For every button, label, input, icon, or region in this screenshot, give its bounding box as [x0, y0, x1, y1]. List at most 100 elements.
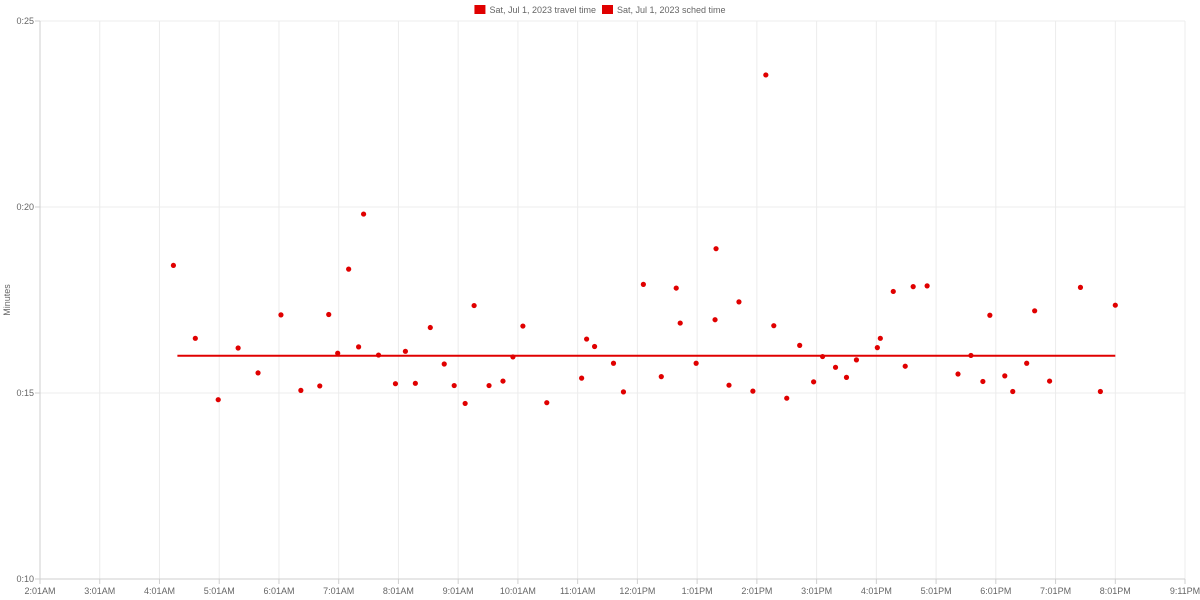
travel-time-point: [1002, 373, 1008, 379]
x-tick-label: 9:01AM: [443, 586, 474, 596]
travel-time-point: [620, 389, 627, 395]
y-tick-label: 0:15: [16, 388, 34, 398]
travel-time-point: [750, 388, 756, 394]
x-tick-label: 3:01PM: [801, 586, 832, 596]
travel-time-point: [500, 378, 506, 384]
travel-time-point: [192, 335, 198, 341]
legend-swatch: [474, 5, 486, 14]
travel-time-point: [375, 352, 382, 358]
travel-time-point: [890, 288, 896, 295]
x-tick-label: 8:01PM: [1100, 586, 1131, 596]
travel-time-point: [902, 363, 908, 369]
x-tick-label: 4:01AM: [144, 586, 175, 596]
travel-time-point: [726, 382, 732, 388]
travel-time-point: [326, 311, 332, 318]
travel-time-point: [235, 345, 241, 351]
travel-time-point: [215, 397, 221, 403]
travel-time-point: [763, 72, 769, 78]
travel-time-point: [910, 284, 916, 290]
x-tick-label: 6:01AM: [263, 586, 294, 596]
travel-time-point: [462, 400, 468, 407]
travel-time-point: [736, 299, 742, 305]
travel-time-point: [486, 382, 492, 389]
axes: [35, 20, 1186, 584]
travel-time-point: [658, 374, 664, 380]
travel-time-point: [784, 395, 790, 401]
travel-time-point: [712, 317, 718, 323]
travel-time-point: [1097, 388, 1103, 395]
travel-time-point: [811, 379, 817, 385]
travel-time-point: [1024, 360, 1030, 366]
y-tick-label: 0:10: [16, 574, 34, 584]
travel-time-point: [356, 344, 362, 350]
x-tick-label: 1:01PM: [682, 586, 713, 596]
x-tick-label: 2:01PM: [741, 586, 772, 596]
x-tick-labels: 2:01AM 3:01AM 4:01AM 5:01AM 6:01AM 7:01AM 8:01…: [24, 586, 1200, 596]
legend-label[interactable]: Sat, Jul 1, 2023 travel time: [489, 5, 596, 15]
travel-time-point: [510, 354, 516, 360]
travel-time-point: [441, 361, 447, 367]
travel-time-point: [713, 246, 719, 252]
travel-time-point: [1046, 378, 1053, 384]
travel-time-point: [832, 364, 839, 370]
x-tick-label: 10:01AM: [500, 586, 536, 596]
y-tick-label: 0:20: [16, 202, 34, 212]
gridlines: [39, 20, 1186, 580]
travel-time-point: [677, 320, 683, 326]
x-tick-label: 7:01AM: [323, 586, 354, 596]
x-tick-label: 3:01AM: [84, 586, 115, 596]
travel-time-point: [412, 380, 418, 386]
travel-time-point: [980, 378, 986, 385]
travel-time-point: [544, 400, 550, 406]
travel-time-point: [968, 352, 974, 359]
x-tick-label: 2:01AM: [24, 586, 55, 596]
travel-time-point: [346, 266, 352, 272]
travel-time-point: [471, 302, 477, 309]
travel-time-series: [170, 72, 1118, 407]
travel-time-point: [1032, 308, 1038, 314]
x-tick-label: 5:01PM: [921, 586, 952, 596]
travel-time-point: [520, 323, 526, 329]
travel-time-point: [693, 360, 699, 366]
travel-time-point: [955, 371, 961, 377]
travel-time-point: [317, 383, 323, 389]
travel-time-point: [584, 336, 590, 342]
travel-time-point: [673, 285, 679, 291]
travel-time-point: [427, 324, 433, 331]
travel-time-point: [843, 374, 850, 380]
travel-time-point: [278, 312, 284, 318]
y-axis-title: Minutes: [2, 284, 12, 316]
legend: Sat, Jul 1, 2023 travel time Sat, Jul 1, …: [474, 5, 726, 15]
x-tick-label: 5:01AM: [204, 586, 235, 596]
travel-time-point: [579, 375, 585, 381]
x-tick-label: 11:01AM: [560, 586, 595, 596]
travel-time-point: [877, 335, 883, 341]
travel-time-point: [640, 281, 646, 287]
x-tick-label: 9:11PM: [1170, 586, 1200, 596]
travel-time-point: [987, 312, 993, 318]
legend-swatch: [602, 5, 613, 14]
travel-time-point: [771, 323, 777, 329]
x-tick-label: 7:01PM: [1040, 586, 1071, 596]
y-tick-labels: 0:10 0:15 0:20 0:25: [16, 16, 34, 584]
travel-time-point: [392, 381, 399, 387]
travel-time-point: [819, 353, 826, 360]
travel-time-point: [853, 357, 860, 363]
travel-time-point: [797, 342, 803, 348]
legend-label[interactable]: Sat, Jul 1, 2023 sched time: [617, 5, 726, 15]
travel-time-point: [874, 345, 880, 351]
travel-time-point: [610, 360, 617, 366]
travel-time-point: [360, 211, 367, 217]
x-tick-label: 4:01PM: [861, 586, 892, 596]
y-tick-label: 0:25: [16, 16, 34, 26]
travel-time-point: [1112, 302, 1118, 308]
travel-time-point: [451, 382, 457, 389]
travel-time-point: [298, 387, 304, 393]
x-tick-label: 8:01AM: [383, 586, 414, 596]
x-tick-label: 12:01PM: [619, 586, 655, 596]
travel-time-point: [1010, 388, 1016, 395]
travel-time-point: [255, 370, 261, 376]
travel-time-point: [402, 348, 409, 354]
